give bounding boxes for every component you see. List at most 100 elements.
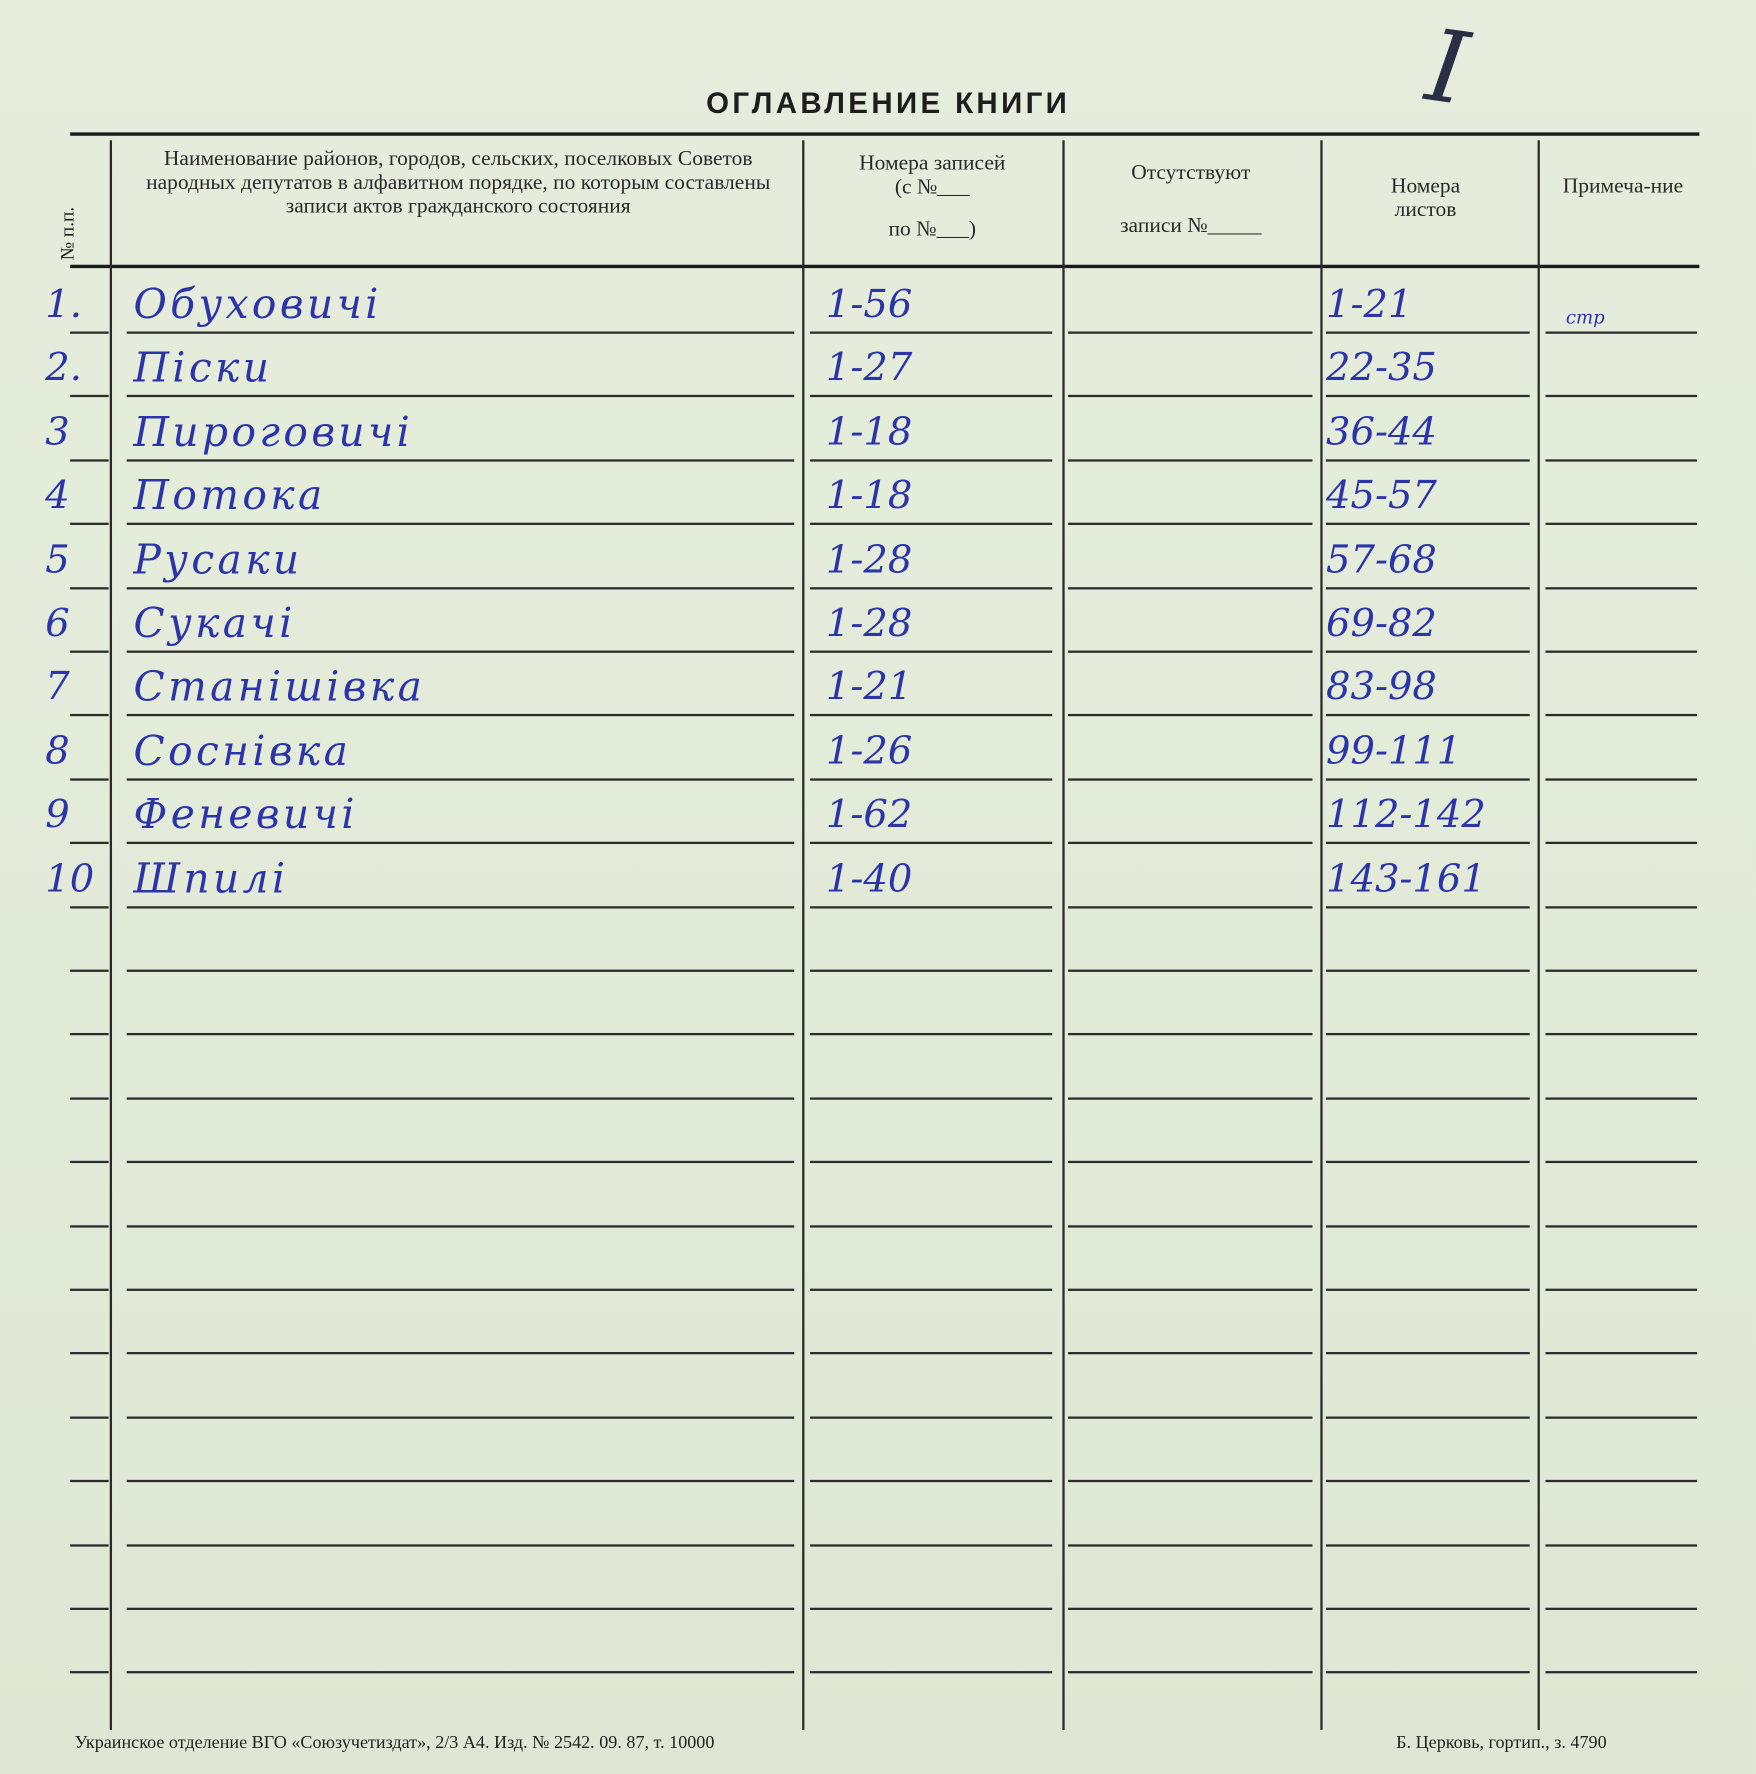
row-rule xyxy=(1326,586,1530,589)
cell-records: 1-21 xyxy=(825,664,913,710)
row-rule xyxy=(70,1543,109,1547)
row-rule xyxy=(1068,1161,1313,1164)
row-rule xyxy=(70,586,109,589)
row-rule xyxy=(810,1671,1053,1674)
cell-sheets: 57-68 xyxy=(1326,536,1437,583)
row-rule xyxy=(70,650,109,653)
row-rule xyxy=(70,1097,109,1100)
row-rule xyxy=(70,1480,109,1483)
cell-sheets: 143-161 xyxy=(1326,856,1486,902)
cell-sheets: 99-111 xyxy=(1326,728,1462,774)
cell-name: Потока xyxy=(133,473,326,520)
row-rule xyxy=(810,1416,1053,1419)
cell-records: 1-28 xyxy=(825,536,913,583)
row-rule xyxy=(1545,714,1698,717)
row-rule xyxy=(810,905,1053,909)
header-records: Номера записей (с №___ по №___) xyxy=(803,152,1061,276)
row-rule xyxy=(810,1352,1053,1355)
row-rule xyxy=(1545,778,1698,781)
row-rule xyxy=(126,1352,795,1355)
row-rule xyxy=(126,459,795,462)
row-rule xyxy=(1068,650,1313,653)
row-rule xyxy=(126,1224,795,1228)
row-rule xyxy=(1068,714,1313,717)
row-rule xyxy=(1545,650,1698,653)
row-rule xyxy=(1326,1607,1530,1610)
row-rule xyxy=(126,331,795,334)
row-rule xyxy=(1545,969,1698,972)
row-rule xyxy=(1068,1543,1313,1547)
row-rule xyxy=(70,331,109,334)
row-rule xyxy=(1068,1416,1313,1419)
cell-records: 1-18 xyxy=(825,473,913,519)
row-rule xyxy=(1545,1671,1698,1674)
row-rule xyxy=(1326,1161,1530,1164)
cell-name: Шпилі xyxy=(133,856,289,903)
row-rule xyxy=(1545,1352,1698,1355)
cell-no: 7 xyxy=(45,664,70,710)
row-rule xyxy=(126,1671,795,1674)
cell-name: Обуховичі xyxy=(133,281,382,329)
row-rule xyxy=(1545,841,1698,845)
row-rule xyxy=(1326,841,1530,845)
row-rule xyxy=(1326,1097,1530,1100)
cell-records: 1-28 xyxy=(825,600,913,647)
row-rule xyxy=(1545,1161,1698,1164)
cell-name: Соснівка xyxy=(133,728,352,775)
row-rule xyxy=(1545,1607,1698,1610)
row-rule xyxy=(126,778,795,781)
cell-sheets: 83-98 xyxy=(1326,664,1437,710)
row-rule xyxy=(126,650,795,653)
cell-name: Русаки xyxy=(133,536,303,584)
header-absent-line1: Отсутствуют xyxy=(1131,160,1251,185)
row-rule xyxy=(126,1033,795,1036)
cell-no: 6 xyxy=(45,600,70,647)
cell-sheets: 36-44 xyxy=(1326,409,1437,455)
header-name: Наименование районов, городов, сельских,… xyxy=(146,147,771,219)
row-rule xyxy=(810,586,1053,589)
row-rule xyxy=(1326,395,1530,398)
column-divider xyxy=(1537,140,1540,1730)
cell-records: 1-56 xyxy=(825,281,913,327)
row-rule xyxy=(1326,1671,1530,1674)
header-records-line2: (с №___ xyxy=(894,175,970,200)
row-rule xyxy=(1545,1416,1698,1419)
row-rule xyxy=(1068,1607,1313,1610)
header-no: № п.п. xyxy=(56,206,79,261)
row-rule xyxy=(810,969,1053,972)
row-rule xyxy=(126,1416,795,1419)
header-absent: Отсутствуют записи №_____ xyxy=(1064,161,1319,285)
row-rule xyxy=(70,969,109,972)
row-rule xyxy=(1326,650,1530,653)
row-rule xyxy=(70,459,109,462)
row-rule xyxy=(70,1416,109,1419)
row-rule xyxy=(1326,714,1530,717)
cell-sheets: 69-82 xyxy=(1326,600,1437,647)
cell-name: Сукачі xyxy=(133,600,296,648)
row-rule xyxy=(1326,459,1530,462)
row-rule xyxy=(810,1543,1053,1547)
row-rule xyxy=(1068,905,1313,909)
row-rule xyxy=(1545,1097,1698,1100)
row-rule xyxy=(1545,905,1698,909)
row-rule xyxy=(70,1033,109,1036)
column-divider xyxy=(802,140,804,1730)
cell-no: 3 xyxy=(45,409,70,455)
cell-sheets: 1-21 xyxy=(1326,281,1413,327)
row-rule xyxy=(1068,395,1313,398)
row-rule xyxy=(1326,1416,1530,1419)
row-rule xyxy=(1068,459,1313,462)
cell-records: 1-40 xyxy=(825,856,913,902)
row-rule xyxy=(1545,331,1698,334)
row-rule xyxy=(1545,1033,1698,1036)
row-rule xyxy=(1068,1480,1313,1483)
cell-no: 1. xyxy=(45,281,82,327)
cell-no: 4 xyxy=(45,473,70,519)
cell-records: 1-62 xyxy=(825,792,913,838)
row-rule xyxy=(1545,395,1698,398)
row-rule xyxy=(70,778,109,781)
row-rule xyxy=(810,459,1053,462)
cell-sheets: 22-35 xyxy=(1326,345,1437,391)
row-rule xyxy=(810,1161,1053,1164)
